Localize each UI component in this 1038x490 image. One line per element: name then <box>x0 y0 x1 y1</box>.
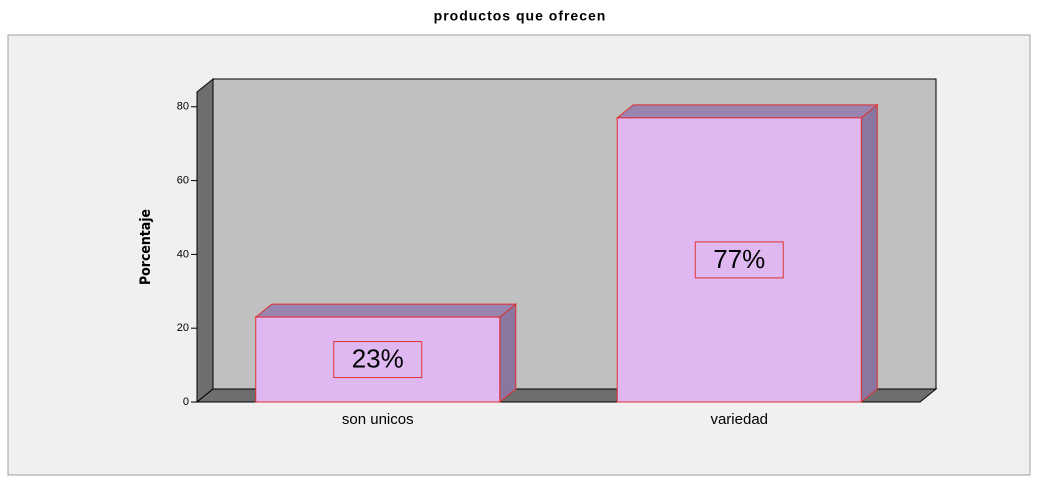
value-label: 77% <box>713 244 765 274</box>
chart-title: productos que ofrecen <box>434 8 607 24</box>
bar-side <box>860 103 878 404</box>
y-tick-label: 80 <box>177 101 189 113</box>
bar-top <box>615 104 879 119</box>
value-label-box <box>333 341 423 379</box>
y-tick-label: 20 <box>177 322 189 334</box>
x-tick-label: variedad <box>710 411 768 428</box>
x-tick-label: son unicos <box>342 411 414 428</box>
bar-top <box>254 303 518 318</box>
value-label-box <box>694 241 784 279</box>
side-wall <box>196 77 214 404</box>
value-label: 23% <box>352 343 404 373</box>
y-tick-label: 0 <box>183 396 189 408</box>
y-tick-label: 60 <box>177 174 189 186</box>
y-tick-label: 40 <box>177 248 189 260</box>
y-axis-label: Porcentaje <box>138 209 154 285</box>
bar-side <box>499 303 517 404</box>
